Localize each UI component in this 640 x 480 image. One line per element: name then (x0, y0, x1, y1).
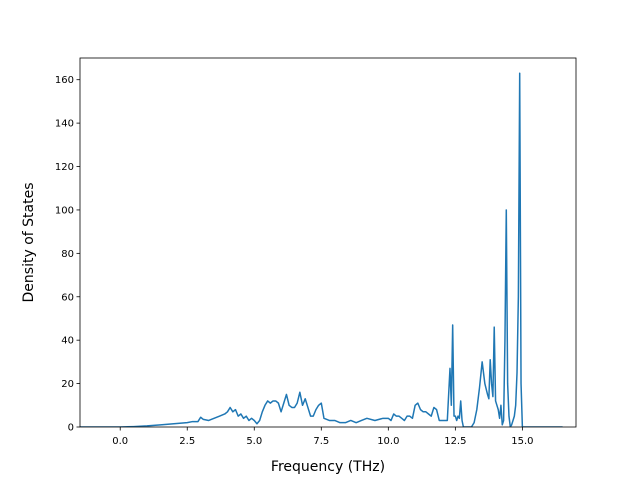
y-tick-label: 40 (61, 336, 74, 347)
x-tick-label: 5.0 (246, 436, 262, 447)
y-tick-label: 0 (68, 423, 74, 434)
dos-series-line (80, 72, 563, 427)
y-tick-label: 60 (61, 292, 74, 303)
y-tick-label: 100 (55, 205, 74, 216)
x-tick-label: 12.5 (444, 436, 466, 447)
y-axis-ticks: 0 20 40 60 80 100 120 140 160 (55, 75, 80, 434)
x-tick-label: 15.0 (511, 436, 533, 447)
x-axis-label: Frequency (THz) (271, 459, 385, 475)
x-tick-label: 2.5 (179, 436, 195, 447)
y-tick-label: 160 (55, 75, 74, 86)
y-tick-label: 80 (61, 249, 74, 260)
y-tick-label: 140 (55, 119, 74, 130)
y-tick-label: 120 (55, 162, 74, 173)
axes-frame (79, 57, 577, 428)
x-axis-ticks: 0.0 2.5 5.0 7.5 10.0 12.5 15.0 (112, 427, 534, 447)
y-tick-label: 20 (61, 379, 74, 390)
x-tick-label: 0.0 (112, 436, 128, 447)
x-tick-label: 7.5 (313, 436, 329, 447)
x-tick-label: 10.0 (377, 436, 399, 447)
y-axis-label: Density of States (21, 183, 37, 303)
